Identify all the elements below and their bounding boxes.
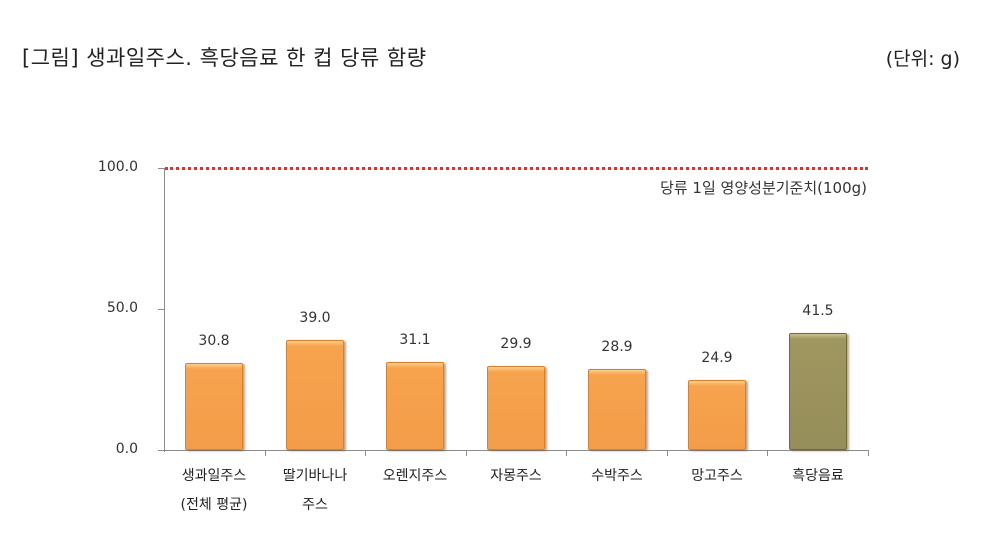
- value-label: 24.9: [701, 350, 733, 366]
- category-label: 흑당음료: [768, 462, 868, 491]
- bar: [588, 369, 646, 450]
- reference-line: [165, 167, 868, 170]
- category-label-line: 망고주스: [691, 468, 743, 484]
- bar: [185, 363, 243, 450]
- category-label-line: 생과일주스: [181, 468, 247, 484]
- category-label-line: 주스: [302, 497, 328, 513]
- category-label-line: 오렌지주스: [382, 468, 448, 484]
- category-label: 오렌지주스: [365, 462, 465, 491]
- category-label-line: 딸기바나나: [282, 468, 348, 484]
- x-tickmark: [466, 450, 467, 456]
- value-label: 30.8: [198, 333, 230, 349]
- bar: [487, 366, 545, 450]
- bar: [688, 380, 746, 450]
- value-label: 31.1: [399, 332, 431, 348]
- y-tick-50: 50.0: [106, 300, 138, 316]
- x-tickmark: [767, 450, 768, 456]
- category-label-line: 자몽주스: [490, 468, 542, 484]
- chart-title: [그림] 생과일주스. 흑당음료 한 컵 당류 함량: [22, 46, 427, 70]
- unit-label: (단위: g): [885, 48, 960, 70]
- value-label: 41.5: [802, 303, 834, 319]
- x-tickmark: [566, 450, 567, 456]
- category-label-line: (전체 평균): [180, 497, 248, 513]
- category-label-line: 수박주스: [591, 468, 643, 484]
- y-tick-0: 0.0: [115, 441, 138, 457]
- category-label: 망고주스: [667, 462, 767, 491]
- x-axis: [158, 450, 869, 451]
- value-label: 39.0: [299, 310, 331, 326]
- x-tickmark: [365, 450, 366, 456]
- y-tickmark: [158, 309, 164, 310]
- value-label: 28.9: [601, 339, 633, 355]
- y-tick-100: 100.0: [97, 159, 138, 175]
- bar: [386, 362, 444, 450]
- x-tickmark: [667, 450, 668, 456]
- category-label: 자몽주스: [466, 462, 566, 491]
- reference-line-label: 당류 1일 영양성분기준치(100g): [660, 179, 867, 197]
- value-label: 29.9: [500, 336, 532, 352]
- category-label: 생과일주스 (전체 평균): [164, 462, 264, 520]
- y-tickmark: [158, 168, 164, 169]
- x-tickmark: [868, 450, 869, 456]
- x-tickmark: [265, 450, 266, 456]
- bar: [789, 333, 847, 450]
- bar: [286, 340, 344, 450]
- category-label-line: 흑당음료: [792, 468, 844, 484]
- category-label: 수박주스: [567, 462, 667, 491]
- y-axis: [164, 168, 165, 452]
